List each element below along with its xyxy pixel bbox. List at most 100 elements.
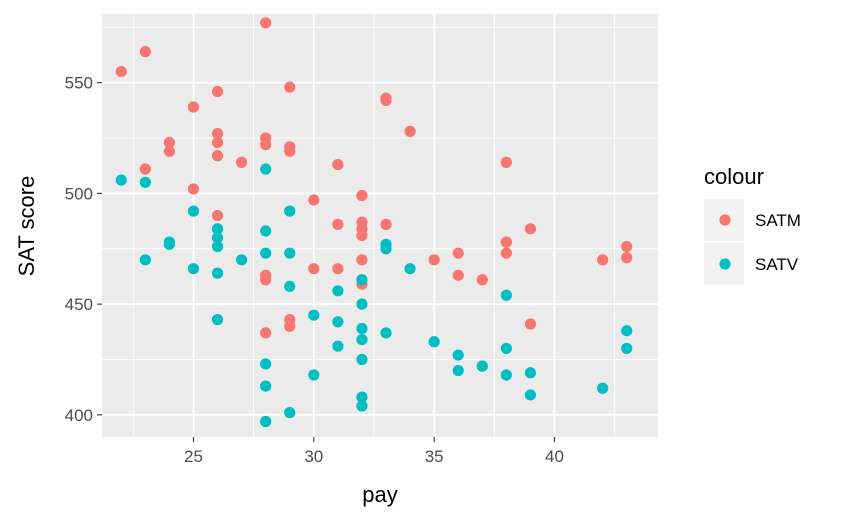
- point-satv: [452, 364, 464, 377]
- point-satv: [332, 316, 344, 328]
- point-satv: [211, 232, 224, 244]
- point-satv: [500, 342, 512, 355]
- legend-swatch-satm: [719, 214, 731, 226]
- point-satv: [187, 205, 200, 217]
- point-satv: [260, 358, 272, 370]
- point-satm: [163, 136, 175, 149]
- point-satm: [211, 85, 224, 98]
- point-satm: [380, 218, 392, 230]
- major-gridlines: [102, 14, 658, 437]
- data-points: [115, 17, 633, 428]
- point-satv: [211, 314, 224, 326]
- point-satm: [356, 229, 368, 242]
- point-satm: [500, 156, 512, 168]
- point-satv: [284, 280, 296, 293]
- point-satm: [356, 190, 368, 202]
- point-satm: [211, 127, 224, 140]
- legend: colour SATM SATV: [704, 164, 801, 285]
- point-satv: [332, 285, 344, 297]
- point-satm: [356, 254, 368, 266]
- point-satv: [524, 389, 537, 401]
- point-satv: [211, 267, 224, 279]
- point-satm: [332, 263, 344, 275]
- point-satm: [428, 254, 440, 266]
- y-tick-label: 500: [65, 184, 93, 203]
- point-satm: [139, 163, 151, 175]
- legend-label-satv: SATV: [755, 255, 799, 274]
- point-satm: [115, 65, 127, 78]
- y-tick-label: 400: [65, 406, 93, 425]
- point-satm: [597, 254, 609, 266]
- point-satv: [524, 367, 537, 379]
- legend-title: colour: [704, 164, 764, 189]
- y-tick-label: 550: [65, 74, 93, 93]
- point-satm: [211, 209, 224, 222]
- point-satm: [500, 247, 512, 259]
- point-satv: [260, 380, 272, 392]
- point-satv: [260, 415, 272, 428]
- point-satm: [284, 145, 296, 157]
- point-satv: [139, 176, 151, 188]
- point-satm: [621, 252, 633, 264]
- point-satv: [284, 205, 296, 217]
- point-satv: [621, 325, 633, 337]
- point-satm: [308, 194, 320, 206]
- x-tick-label: 25: [184, 447, 203, 466]
- point-satm: [211, 150, 224, 162]
- point-satv: [356, 322, 368, 335]
- point-satm: [308, 263, 320, 275]
- point-satv: [211, 240, 224, 253]
- y-axis-title: SAT score: [14, 176, 39, 277]
- point-satm: [332, 158, 344, 171]
- point-satv: [115, 174, 127, 186]
- point-satv: [428, 336, 440, 348]
- x-tick-label: 30: [304, 447, 323, 466]
- point-satm: [211, 136, 224, 149]
- x-tick-label: 40: [545, 447, 564, 466]
- point-satv: [260, 163, 272, 175]
- point-satv: [380, 243, 392, 255]
- point-satv: [163, 238, 175, 250]
- point-satm: [476, 274, 488, 286]
- point-satv: [356, 274, 368, 286]
- point-satv: [308, 309, 320, 321]
- point-satv: [500, 289, 512, 301]
- point-satv: [597, 382, 609, 394]
- point-satv: [139, 254, 151, 266]
- point-satv: [476, 360, 488, 372]
- point-satv: [500, 369, 512, 381]
- point-satv: [380, 327, 392, 339]
- point-satv: [260, 225, 272, 237]
- point-satv: [356, 400, 368, 412]
- plot-panel: [102, 14, 658, 437]
- point-satm: [452, 247, 464, 259]
- point-satv: [452, 349, 464, 361]
- point-satm: [500, 236, 512, 248]
- x-axis-title: pay: [362, 482, 397, 507]
- point-satv: [284, 407, 296, 419]
- minor-gridlines: [102, 14, 658, 437]
- point-satm: [139, 46, 151, 58]
- point-satm: [380, 94, 392, 106]
- point-satv: [356, 353, 368, 366]
- point-satv: [260, 247, 272, 259]
- y-tick-label: 450: [65, 295, 93, 314]
- point-satv: [621, 342, 633, 355]
- point-satv: [187, 263, 200, 275]
- point-satm: [187, 183, 200, 195]
- point-satm: [187, 101, 200, 113]
- legend-swatch-satv: [719, 258, 731, 270]
- point-satv: [356, 333, 368, 346]
- point-satv: [404, 263, 416, 275]
- point-satv: [332, 340, 344, 352]
- point-satm: [284, 81, 296, 93]
- point-satv: [308, 369, 320, 381]
- point-satm: [524, 318, 537, 330]
- point-satm: [524, 223, 537, 235]
- x-axis-ticks: 25 30 35 40: [184, 437, 564, 466]
- point-satm: [260, 17, 272, 29]
- x-tick-label: 35: [425, 447, 444, 466]
- point-satm: [404, 125, 416, 137]
- point-satv: [356, 391, 368, 403]
